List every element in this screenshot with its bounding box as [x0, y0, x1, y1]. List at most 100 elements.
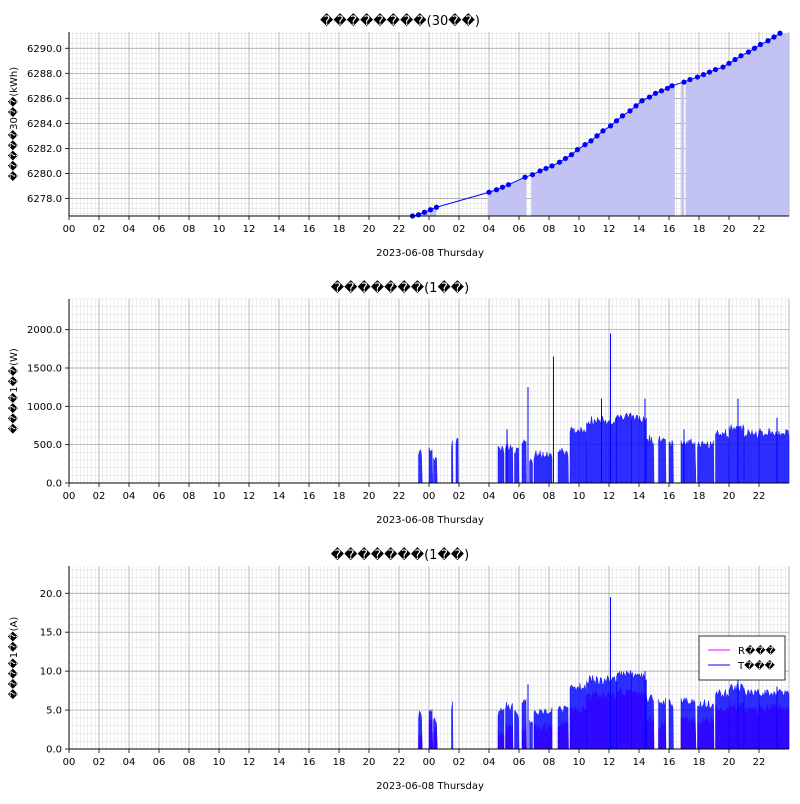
current-x-tick-label: 14 — [273, 757, 286, 768]
energy-data-point — [415, 212, 422, 218]
legend-box — [698, 635, 786, 681]
energy-data-point — [574, 147, 581, 153]
current-bar-segment — [428, 709, 433, 750]
power-y-tick-label: 1000.0 — [27, 402, 62, 413]
energy-x-tick-label: 06 — [153, 224, 166, 235]
energy-data-point — [720, 64, 726, 70]
energy-x-tick-label: 18 — [333, 224, 346, 235]
current-x-tick-label: 12 — [243, 757, 256, 768]
current-x-tick-label: 14 — [633, 757, 646, 768]
current-x-tick-label: 00 — [63, 757, 76, 768]
energy-x-tick-label: 00 — [423, 224, 436, 235]
power-x-tick-label: 06 — [153, 491, 166, 502]
energy-area-fill — [681, 82, 684, 217]
power-bar-segment — [451, 440, 454, 484]
current-bar-segment — [631, 672, 647, 750]
current-y-tick-label: 20.0 — [40, 589, 62, 600]
energy-data-point — [588, 138, 594, 144]
energy-x-tick-label: 20 — [723, 224, 736, 235]
energy-data-point — [771, 34, 777, 40]
energy-data-point — [607, 123, 614, 129]
power-bar-segment — [433, 456, 438, 484]
energy-data-point — [700, 71, 707, 78]
energy-data-point — [777, 30, 783, 36]
power-bar-segment — [743, 429, 760, 484]
current-x-tick-label: 02 — [453, 757, 466, 768]
power-x-tick-label: 00 — [63, 491, 76, 502]
energy-data-point — [694, 74, 701, 80]
energy-data-point — [712, 66, 719, 73]
current-bar-segment — [697, 699, 715, 750]
energy-data-point — [543, 165, 549, 172]
power-x-tick-label: 02 — [453, 491, 466, 502]
power-bar-segment — [668, 440, 674, 484]
energy-y-tick-label: 6278.0 — [27, 194, 62, 205]
energy-x-tick-label: 18 — [693, 224, 706, 235]
energy-y-tick-label: 6290.0 — [27, 44, 62, 55]
energy-area-fill — [531, 84, 675, 216]
current-bar-segment — [514, 710, 520, 750]
current-x-tick-label: 04 — [123, 757, 136, 768]
power-x-tick-label: 16 — [663, 491, 676, 502]
current-x-tick-label: 12 — [603, 757, 616, 768]
energy-x-tick-label: 08 — [183, 224, 196, 235]
current-x-tick-label: 18 — [333, 757, 346, 768]
power-chart-plot-area: 00 02 04 06 08 10 12 14 16 18 20 22 00 02 04 06 08 10 12 14… — [27, 298, 790, 502]
current-series-1 — [418, 597, 790, 750]
power-y-tick-label: 2000.0 — [27, 325, 62, 336]
energy-data-point — [669, 83, 675, 89]
energy-y-tick-label: 6286.0 — [27, 94, 62, 105]
current-chart-xlabel: 2023-06-08 Thursday — [376, 781, 484, 792]
energy-data-point — [529, 172, 536, 178]
power-x-tick-label: 18 — [693, 491, 706, 502]
current-bar-segment — [505, 702, 514, 750]
energy-x-tick-label: 04 — [483, 224, 496, 235]
power-bar-segment — [715, 429, 730, 484]
power-bar-segment — [728, 424, 745, 484]
energy-chart-panel: ��������(30��) �����30��(kWh) 2023-06-08… — [7, 12, 790, 259]
energy-data-point — [751, 45, 758, 51]
power-x-tick-label: 00 — [423, 491, 436, 502]
current-bar-segment — [680, 697, 697, 750]
current-x-tick-label: 10 — [213, 757, 226, 768]
current-y-tick-label: 0.0 — [46, 745, 62, 756]
energy-x-tick-label: 10 — [213, 224, 226, 235]
current-x-tick-label: 08 — [543, 757, 556, 768]
power-x-tick-label: 08 — [543, 491, 556, 502]
legend-label-r: R��� — [738, 644, 776, 657]
power-bar-segment — [658, 435, 667, 484]
energy-data-point — [582, 142, 588, 148]
power-bar-segment — [428, 447, 433, 484]
power-y-tick-label: 0.0 — [46, 479, 62, 490]
energy-data-point — [486, 189, 492, 195]
power-x-tick-label: 04 — [483, 491, 496, 502]
power-x-tick-label: 10 — [573, 491, 586, 502]
power-bar-segment — [533, 450, 553, 484]
power-bar-segment — [697, 440, 715, 484]
current-bar-segment — [586, 674, 617, 750]
current-chart-panel: �������(1��) ����1��(A) 2023-06-08 Thurs… — [7, 546, 790, 792]
energy-chart-plot-area: 00 02 04 06 08 10 12 14 16 18 20 22 00 02 04 06 08 10 12 14… — [27, 30, 790, 235]
current-bar-segment — [569, 683, 587, 750]
current-bar-segment — [758, 688, 790, 750]
power-bar-segment — [758, 427, 790, 484]
power-y-tick-label: 500.0 — [33, 440, 62, 451]
power-x-tick-label: 22 — [393, 491, 406, 502]
energy-data-point — [562, 155, 569, 162]
energy-x-tick-label: 12 — [243, 224, 256, 235]
power-chart-title: �������(1��) — [331, 279, 469, 296]
energy-data-point — [633, 103, 639, 109]
power-bar-segment — [455, 437, 459, 484]
power-x-tick-label: 10 — [213, 491, 226, 502]
current-x-tick-label: 22 — [753, 757, 766, 768]
current-bar-segment — [715, 688, 730, 750]
current-x-tick-label: 02 — [93, 757, 106, 768]
current-x-tick-label: 10 — [573, 757, 586, 768]
power-chart-xlabel: 2023-06-08 Thursday — [376, 515, 484, 526]
power-x-tick-label: 20 — [723, 491, 736, 502]
current-chart-legend: R��� T��� — [698, 635, 786, 681]
energy-y-tick-label: 6280.0 — [27, 169, 62, 180]
power-chart-panel: �������(1��) ����1��(W) 2023-06-08 Thurs… — [7, 279, 790, 526]
power-x-tick-label: 02 — [93, 491, 106, 502]
